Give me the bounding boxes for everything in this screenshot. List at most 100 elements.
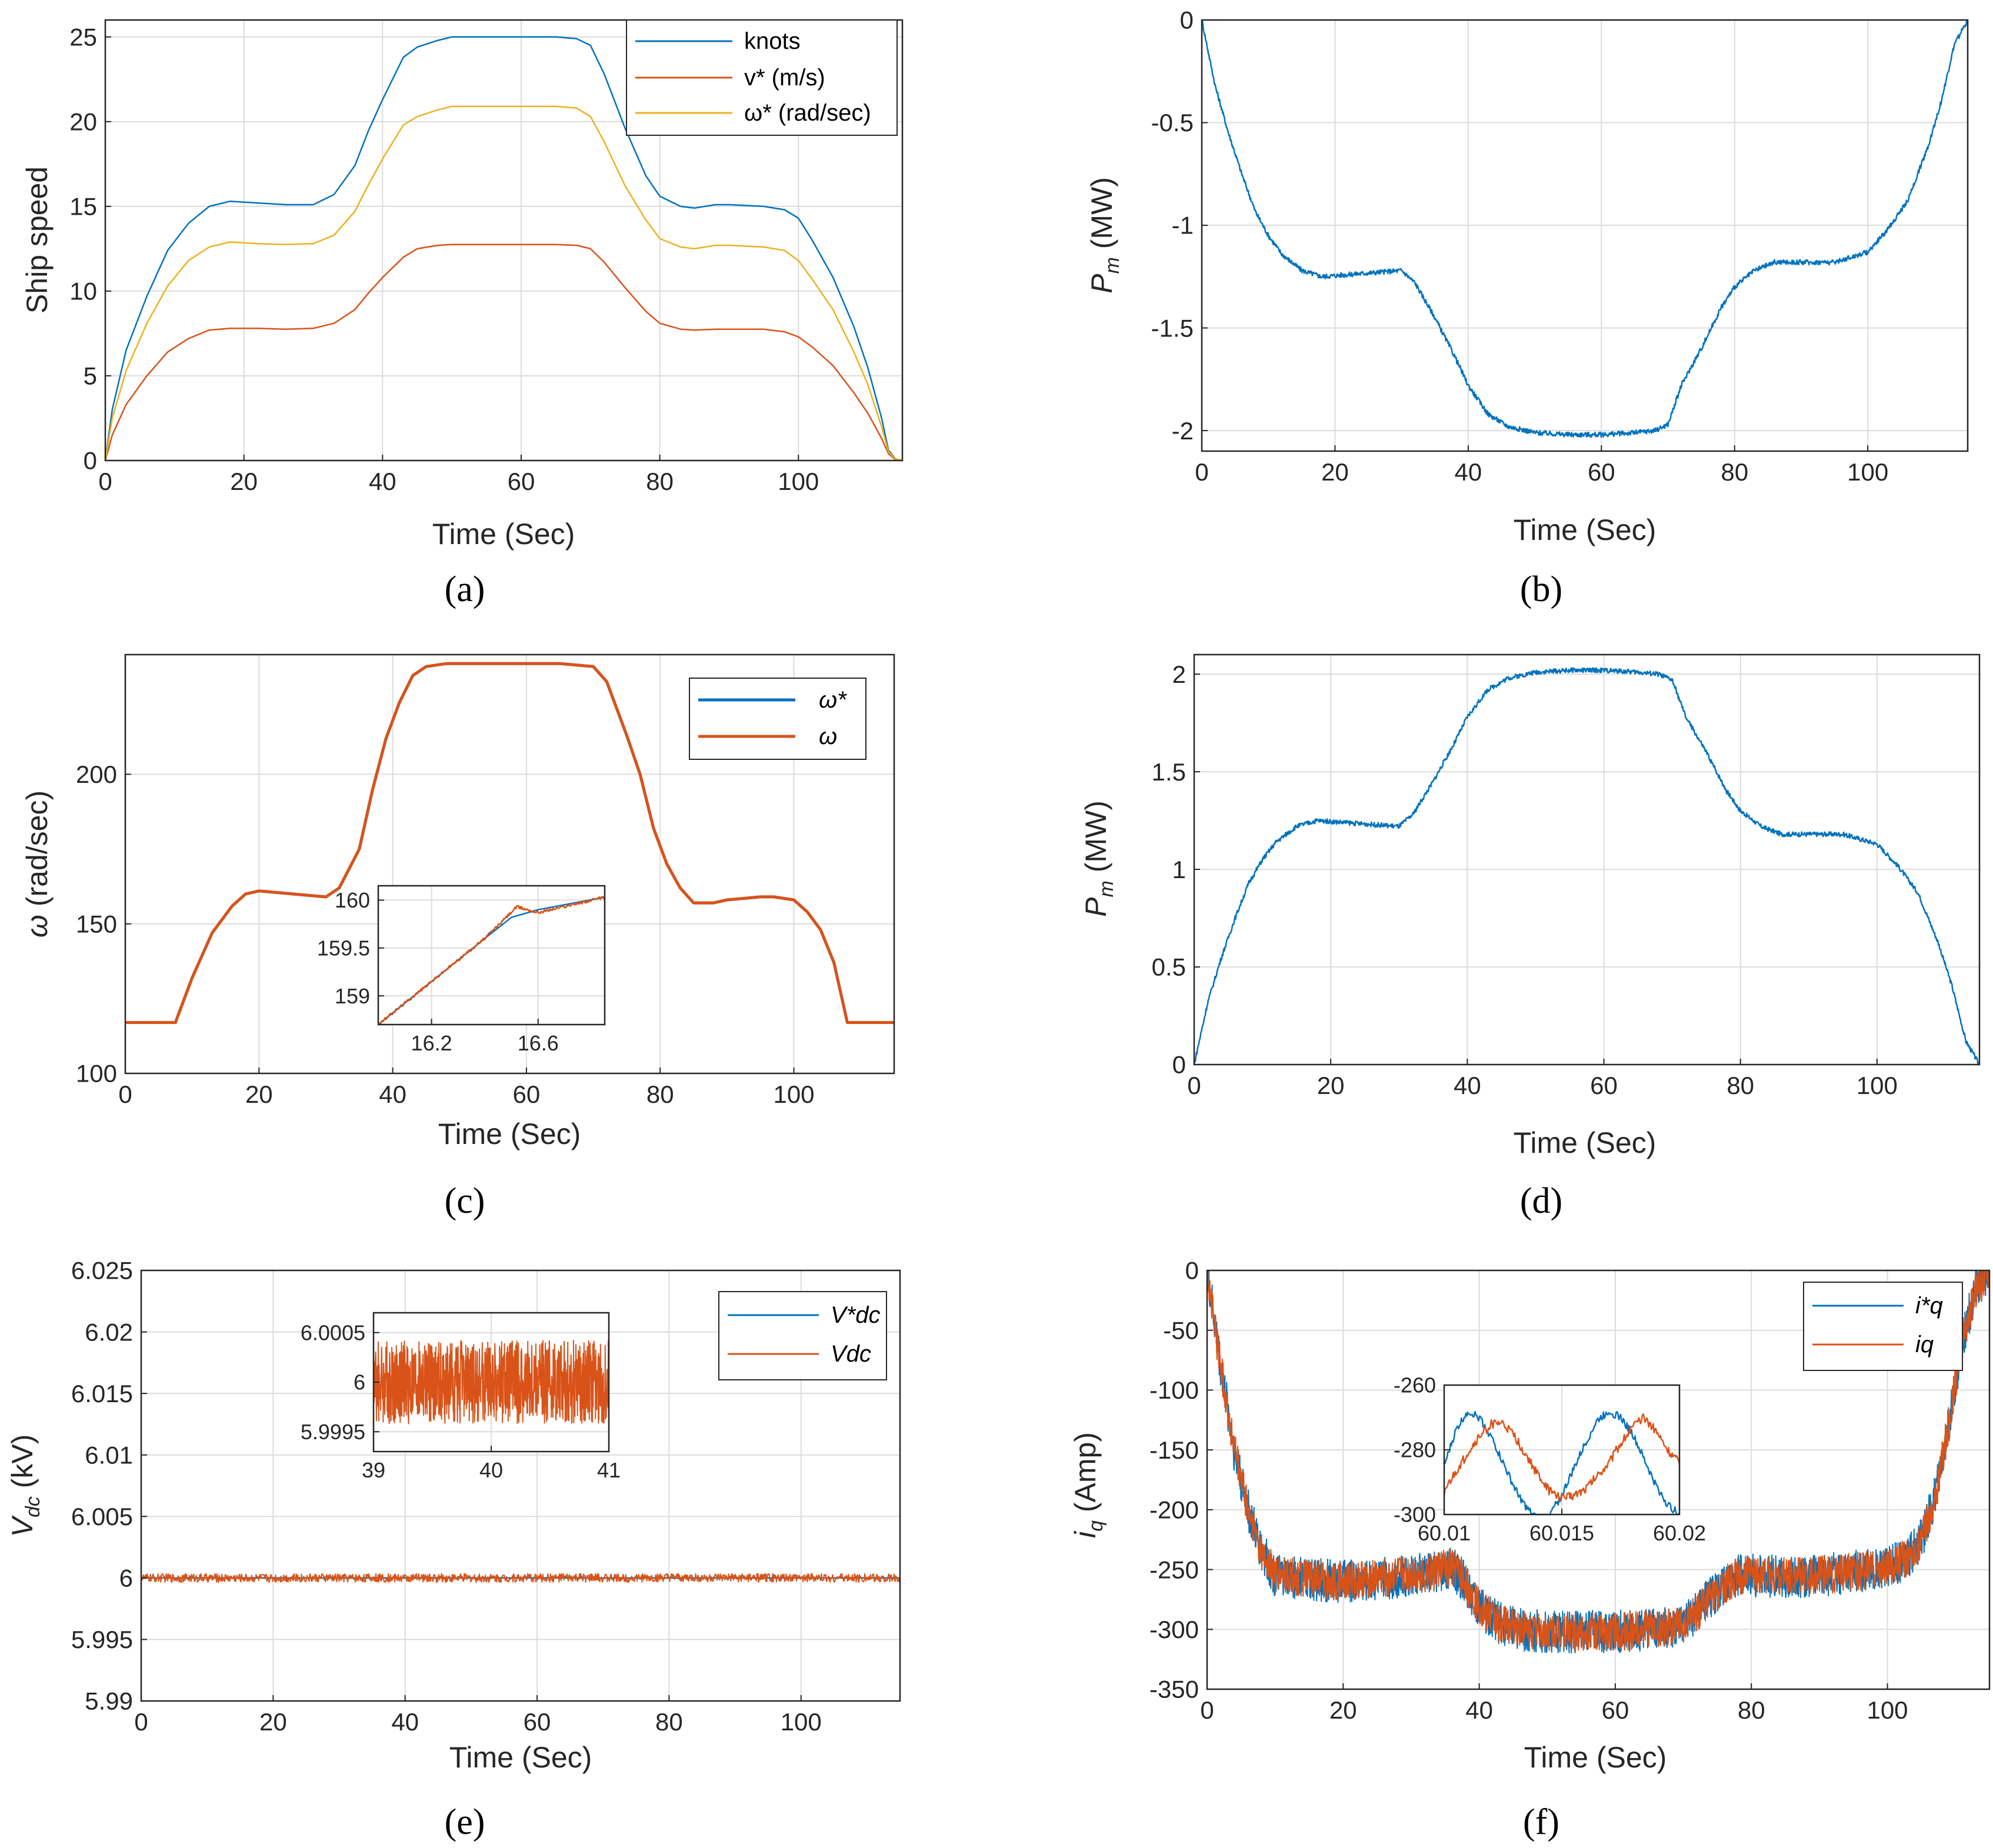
panel-c: 0 20 40 60 80 100 100 150 200 Time (Sec) ω (rad/… — [21, 653, 895, 1221]
series-line-b-0 — [1201, 19, 1969, 438]
ylabel-d-main: P — [1079, 897, 1112, 917]
xtick-e-5: 100 — [781, 1708, 822, 1736]
series-a — [104, 36, 903, 462]
ylabel-e-main: V — [6, 1515, 39, 1537]
ytick-d-1: 0.5 — [1152, 953, 1186, 981]
xtick-a-2: 40 — [369, 468, 396, 495]
ytick-c-0: 100 — [76, 1060, 117, 1088]
ytick-f-2: -250 — [1149, 1556, 1199, 1583]
ylabel-f-unit: (Amp) — [1069, 1432, 1102, 1520]
inset-xtick-f-2: 60.02 — [1653, 1521, 1706, 1545]
inset-ytick-f-1: -280 — [1394, 1438, 1436, 1462]
legend-a-label-0: knots — [744, 28, 801, 54]
xticks-c: 0 20 40 60 80 100 — [118, 1068, 815, 1108]
ylabel-f: iq (Amp) — [1069, 1432, 1107, 1538]
inset-xtick-f-1: 60.015 — [1529, 1521, 1594, 1545]
xtick-c-2: 40 — [379, 1080, 406, 1108]
panel-e: 0 20 40 60 80 100 5.99 5.995 6 6.005 6.01 6.015 6.0… — [6, 1257, 901, 1842]
ytick-e-5: 6.015 — [71, 1380, 133, 1407]
inset-ytick-f-2: -260 — [1394, 1373, 1436, 1397]
panel-d: 0 20 40 60 80 100 0 0.5 1 1.5 2 Time (Sec) Pm (MW… — [1079, 653, 1981, 1221]
legend-f-label-0: i*q — [1915, 1293, 1943, 1319]
xtick-b-3: 60 — [1588, 458, 1615, 486]
inset-series-c — [378, 896, 605, 1026]
yticks-b: -2 -1.5 -1 -0.5 0 — [1151, 6, 1208, 445]
inset-ytick-c-0: 159 — [335, 984, 370, 1008]
xtick-b-5: 100 — [1847, 458, 1888, 486]
ytick-f-4: -150 — [1149, 1436, 1199, 1464]
inset-xtick-e-0: 39 — [362, 1458, 385, 1482]
ytick-f-5: -100 — [1149, 1376, 1199, 1404]
ytick-d-2: 1 — [1172, 856, 1186, 883]
series-f — [1207, 1270, 1990, 1654]
inset-xtick-c-0: 16.2 — [411, 1031, 452, 1055]
ylabel-d-unit: (MW) — [1079, 800, 1112, 880]
ytick-e-1: 5.995 — [71, 1626, 133, 1653]
ytick-f-3: -200 — [1149, 1496, 1199, 1524]
xtick-a-1: 20 — [230, 468, 258, 495]
ytick-e-2: 6 — [119, 1565, 133, 1592]
ytick-b-4: 0 — [1180, 6, 1194, 34]
ylabel-a: Ship speed — [21, 166, 54, 313]
yticks-f: -350 -300 -250 -200 -150 -100 -50 0 — [1149, 1257, 1213, 1703]
ylabel-b-sub: m — [1101, 257, 1124, 273]
inset-f: 60.01 60.015 60.02 -300 -280 -260 — [1394, 1373, 1706, 1545]
xtick-a-0: 0 — [98, 468, 112, 495]
ytick-d-4: 2 — [1172, 661, 1186, 688]
inset-xtick-f-0: 60.01 — [1418, 1521, 1471, 1545]
series-line-c-1 — [125, 662, 894, 1024]
legend-a-label-2: ω* (rad/sec) — [744, 100, 871, 126]
ytick-a-5: 25 — [69, 24, 97, 51]
caption-d: (d) — [1520, 1181, 1562, 1221]
inset-grid-c — [378, 886, 605, 1025]
series-line-f-1 — [1207, 1270, 1990, 1652]
inset-ytick-e-2: 6.0005 — [301, 1320, 365, 1345]
xticks-b: 0 20 40 60 80 100 — [1195, 445, 1888, 486]
ytick-d-0: 0 — [1172, 1051, 1186, 1079]
yticks-c: 100 150 200 — [76, 760, 131, 1088]
legend-c: ω* ω — [689, 678, 866, 760]
series-line-d-0 — [1193, 667, 1981, 1065]
series-b — [1201, 19, 1969, 438]
inset-xticks-e: 39 40 41 — [362, 1446, 621, 1482]
ylabel-e-sub: dc — [22, 1496, 44, 1517]
xlabel-b: Time (Sec) — [1514, 513, 1657, 546]
ytick-a-3: 15 — [69, 193, 97, 221]
xtick-e-4: 80 — [655, 1708, 683, 1736]
series-line-a-2 — [104, 105, 903, 462]
xticks-a: 0 20 40 60 80 100 — [98, 455, 819, 495]
inset-yticks-f: -300 -280 -260 — [1394, 1373, 1450, 1527]
ytick-a-4: 20 — [69, 108, 97, 136]
inset-xtick-c-1: 16.6 — [518, 1031, 559, 1055]
xtick-a-4: 80 — [646, 468, 674, 495]
series-line-a-1 — [104, 243, 903, 462]
inset-series-f — [1443, 1410, 1681, 1516]
inset-xticks-c: 16.2 16.6 — [411, 1019, 559, 1055]
legend-f-label-1: iq — [1915, 1332, 1934, 1357]
xtick-c-4: 80 — [646, 1080, 674, 1108]
legend-a-label-1: v* (m/s) — [744, 65, 825, 91]
inset-e: 39 40 41 5.9995 6 6.0005 — [301, 1312, 621, 1482]
inset-yticks-e: 5.9995 6 6.0005 — [301, 1320, 379, 1444]
series-line-a-0 — [104, 36, 903, 462]
xtick-c-5: 100 — [773, 1080, 814, 1108]
xticks-f: 0 20 40 60 80 100 — [1200, 1683, 1908, 1724]
ytick-c-2: 200 — [76, 760, 117, 788]
caption-e: (e) — [445, 1802, 485, 1842]
xtick-d-5: 100 — [1857, 1072, 1898, 1099]
xtick-e-1: 20 — [259, 1708, 287, 1736]
legend-c-label-0: ω* — [819, 687, 847, 713]
legend-a: knots v* (m/s) ω* (rad/sec) — [626, 19, 898, 136]
ytick-e-0: 5.99 — [85, 1687, 133, 1715]
inset-series-line-e-0 — [373, 1340, 609, 1425]
ytick-e-7: 6.025 — [71, 1257, 133, 1285]
xtick-f-3: 60 — [1602, 1696, 1629, 1724]
ytick-b-3: -0.5 — [1151, 109, 1194, 136]
ytick-e-4: 6.01 — [85, 1441, 133, 1469]
xlabel-c: Time (Sec) — [438, 1118, 581, 1150]
xticks-e: 0 20 40 60 80 100 — [134, 1695, 822, 1736]
xtick-a-3: 60 — [508, 468, 535, 495]
ylabel-c-main: ω — [21, 915, 54, 938]
legend-f: i*q iq — [1803, 1282, 1963, 1371]
